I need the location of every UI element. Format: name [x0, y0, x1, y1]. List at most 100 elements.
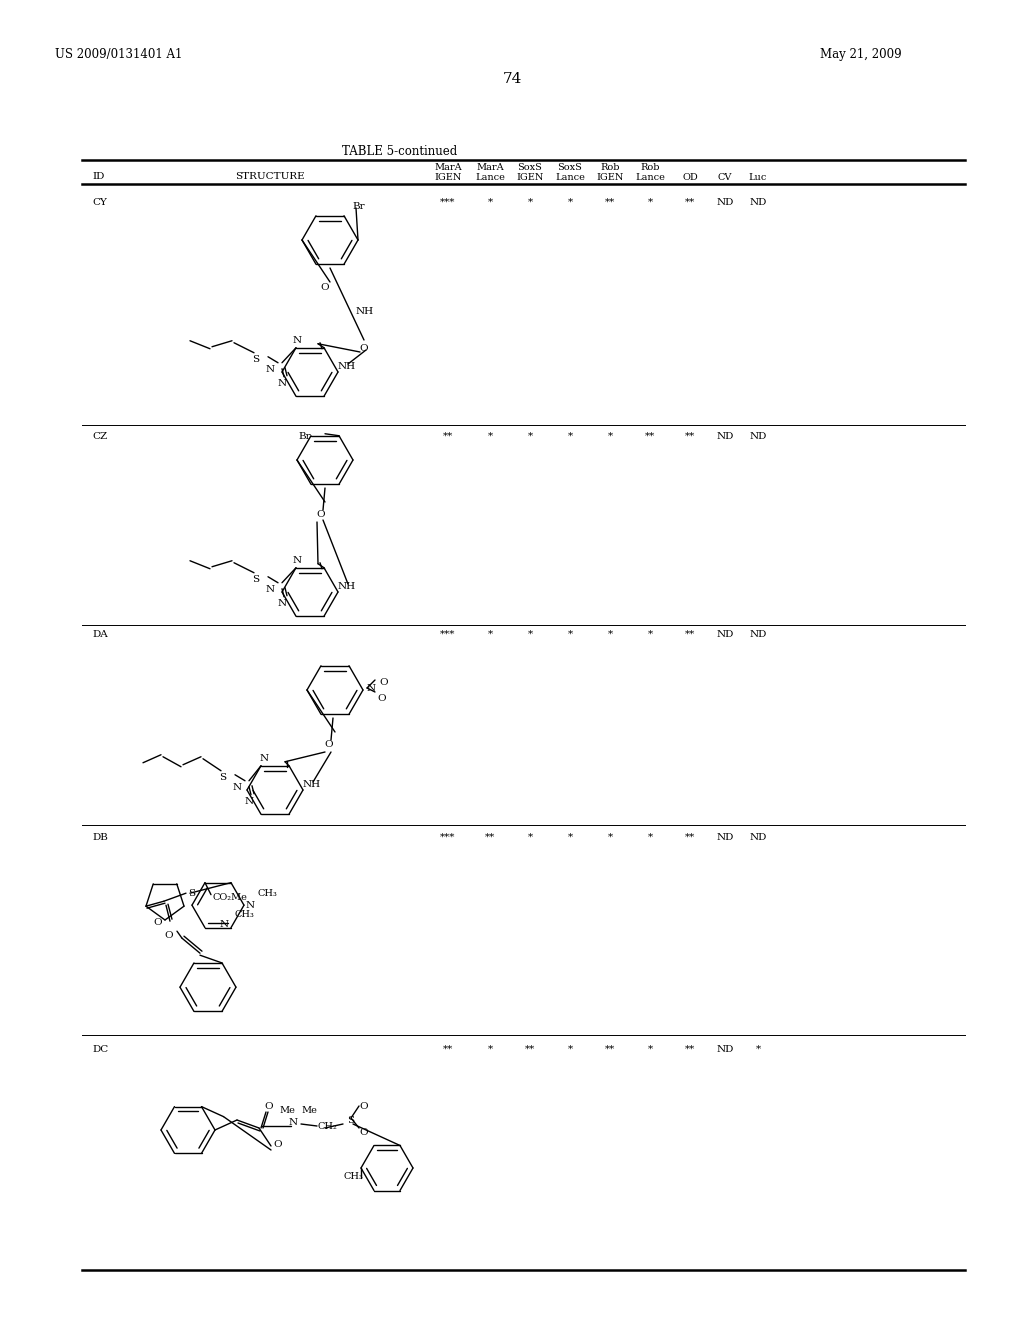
- Text: N: N: [289, 1118, 298, 1127]
- Text: STRUCTURE: STRUCTURE: [236, 172, 305, 181]
- Text: MarA: MarA: [434, 162, 462, 172]
- Text: Lance: Lance: [475, 173, 505, 182]
- Text: **: **: [685, 198, 695, 207]
- Text: ND: ND: [750, 833, 767, 842]
- Text: N: N: [278, 599, 287, 607]
- Text: *: *: [647, 1045, 652, 1053]
- Text: **: **: [605, 1045, 615, 1053]
- Text: O: O: [359, 345, 369, 352]
- Text: S: S: [219, 772, 226, 781]
- Text: ND: ND: [750, 432, 767, 441]
- Text: NH: NH: [303, 780, 322, 789]
- Text: *: *: [527, 432, 532, 441]
- Text: O: O: [316, 510, 326, 519]
- Text: N: N: [232, 783, 242, 792]
- Text: N: N: [265, 585, 274, 594]
- Text: Luc: Luc: [749, 173, 767, 182]
- Text: ND: ND: [750, 198, 767, 207]
- Text: SoxS: SoxS: [557, 162, 583, 172]
- Text: US 2009/0131401 A1: US 2009/0131401 A1: [55, 48, 182, 61]
- Text: ***: ***: [440, 198, 456, 207]
- Text: CY: CY: [92, 198, 106, 207]
- Text: NH: NH: [356, 308, 374, 317]
- Text: *: *: [647, 198, 652, 207]
- Text: N: N: [260, 754, 269, 763]
- Text: N: N: [265, 364, 274, 374]
- Text: O: O: [359, 1129, 368, 1137]
- Text: OD: OD: [682, 173, 698, 182]
- Text: **: **: [485, 833, 496, 842]
- Text: Me: Me: [301, 1106, 316, 1115]
- Text: **: **: [645, 432, 655, 441]
- Text: *: *: [487, 1045, 493, 1053]
- Text: IGEN: IGEN: [516, 173, 544, 182]
- Text: **: **: [685, 432, 695, 441]
- Text: S: S: [253, 355, 259, 364]
- Text: N: N: [246, 902, 255, 911]
- Text: O: O: [273, 1140, 282, 1148]
- Text: ***: ***: [440, 833, 456, 842]
- Text: **: **: [685, 1045, 695, 1053]
- Text: ND: ND: [717, 833, 733, 842]
- Text: ND: ND: [750, 630, 767, 639]
- Text: O: O: [377, 694, 386, 704]
- Text: *: *: [487, 630, 493, 639]
- Text: Lance: Lance: [635, 173, 665, 182]
- Text: ND: ND: [717, 198, 733, 207]
- Text: IGEN: IGEN: [434, 173, 462, 182]
- Text: S: S: [253, 574, 259, 583]
- Text: SoxS: SoxS: [517, 162, 543, 172]
- Text: **: **: [442, 432, 454, 441]
- Text: O: O: [154, 917, 163, 927]
- Text: *: *: [527, 833, 532, 842]
- Text: *: *: [607, 630, 612, 639]
- Text: Br: Br: [352, 202, 365, 211]
- Text: Rob: Rob: [640, 162, 659, 172]
- Text: **: **: [685, 630, 695, 639]
- Text: CH₂: CH₂: [317, 1122, 337, 1131]
- Text: *: *: [567, 833, 572, 842]
- Text: *: *: [487, 432, 493, 441]
- Text: O: O: [321, 284, 330, 293]
- Text: CZ: CZ: [92, 432, 108, 441]
- Text: ***: ***: [440, 630, 456, 639]
- Text: Rob: Rob: [600, 162, 620, 172]
- Text: N: N: [278, 379, 287, 388]
- Text: O: O: [264, 1102, 272, 1111]
- Text: CH₃: CH₃: [343, 1172, 362, 1181]
- Text: DA: DA: [92, 630, 108, 639]
- Text: *: *: [527, 198, 532, 207]
- Text: *: *: [487, 198, 493, 207]
- Text: ND: ND: [717, 630, 733, 639]
- Text: N: N: [293, 556, 302, 565]
- Text: O: O: [325, 741, 334, 748]
- Text: **: **: [525, 1045, 536, 1053]
- Text: ND: ND: [717, 1045, 733, 1053]
- Text: **: **: [685, 833, 695, 842]
- Text: 74: 74: [503, 73, 521, 86]
- Text: CH₃: CH₃: [234, 909, 255, 919]
- Text: NH: NH: [338, 362, 356, 371]
- Text: *: *: [527, 630, 532, 639]
- Text: ND: ND: [717, 432, 733, 441]
- Text: Me: Me: [279, 1106, 295, 1115]
- Text: *: *: [756, 1045, 761, 1053]
- Text: *: *: [567, 198, 572, 207]
- Text: *: *: [647, 630, 652, 639]
- Text: DB: DB: [92, 833, 108, 842]
- Text: *: *: [567, 1045, 572, 1053]
- Text: **: **: [442, 1045, 454, 1053]
- Text: N: N: [220, 920, 229, 929]
- Text: N: N: [367, 684, 376, 693]
- Text: Lance: Lance: [555, 173, 585, 182]
- Text: *: *: [607, 833, 612, 842]
- Text: *: *: [567, 432, 572, 441]
- Text: CO₂Me: CO₂Me: [213, 892, 248, 902]
- Text: MarA: MarA: [476, 162, 504, 172]
- Text: Br: Br: [298, 432, 311, 441]
- Text: S: S: [188, 890, 196, 898]
- Text: S: S: [347, 1115, 354, 1125]
- Text: May 21, 2009: May 21, 2009: [820, 48, 901, 61]
- Text: ID: ID: [92, 172, 104, 181]
- Text: TABLE 5-continued: TABLE 5-continued: [342, 145, 458, 158]
